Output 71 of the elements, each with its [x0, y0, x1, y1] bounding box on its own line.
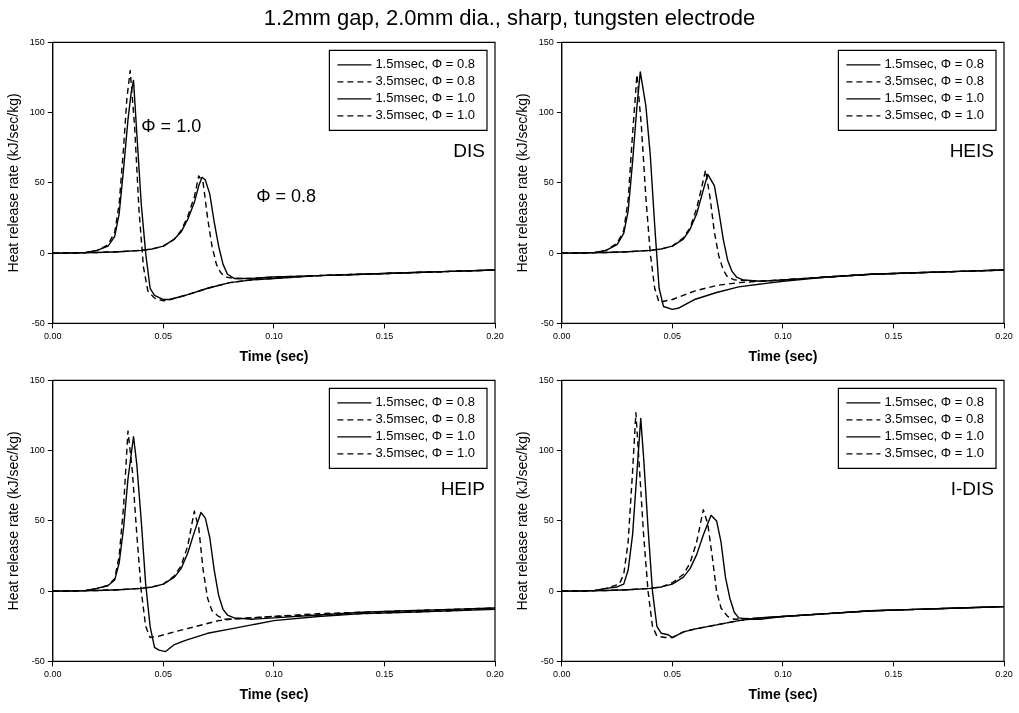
y-tick-label: 50 [543, 177, 554, 188]
y-tick-label: 50 [543, 515, 554, 526]
x-tick-label: 0.05 [154, 669, 173, 680]
y-axis-title: Heat release rate (kJ/sec/kg) [5, 431, 22, 611]
x-axis-title: Time (sec) [239, 348, 309, 365]
legend-label: 3.5msec, Φ = 0.8 [375, 73, 476, 89]
x-tick-label: 0.00 [44, 669, 62, 680]
y-tick-label: 150 [538, 374, 554, 385]
y-tick-label: 100 [538, 445, 554, 456]
y-tick-label: 0 [548, 585, 554, 596]
y-tick-label: 100 [29, 107, 45, 118]
y-tick-label: 50 [34, 177, 45, 188]
y-tick-label: -50 [540, 655, 554, 666]
x-axis-title: Time (sec) [239, 686, 309, 703]
x-tick-label: 0.20 [486, 331, 504, 342]
y-tick-label: 100 [29, 445, 45, 456]
legend-label: 1.5msec, Φ = 1.0 [884, 428, 985, 444]
chart-title: 1.2mm gap, 2.0mm dia., sharp, tungsten electrode [262, 4, 757, 32]
y-tick-label: 0 [548, 247, 554, 258]
x-axis-title: Time (sec) [748, 686, 818, 703]
legend-label: 3.5msec, Φ = 0.8 [884, 411, 985, 427]
y-axis-title: Heat release rate (kJ/sec/kg) [5, 93, 22, 273]
legend-label: 3.5msec, Φ = 1.0 [375, 107, 476, 123]
annotation: Φ = 0.8 [256, 185, 317, 206]
legend-label: 1.5msec, Φ = 1.0 [375, 90, 476, 106]
y-axis-title: Heat release rate (kJ/sec/kg) [514, 93, 531, 273]
x-tick-label: 0.05 [663, 331, 682, 342]
legend-label: 1.5msec, Φ = 1.0 [375, 428, 476, 444]
x-tick-label: 0.10 [265, 669, 283, 680]
x-tick-label: 0.10 [265, 331, 283, 342]
x-tick-label: 0.20 [486, 669, 504, 680]
x-axis-title: Time (sec) [748, 348, 818, 365]
legend-label: 3.5msec, Φ = 1.0 [375, 445, 476, 461]
x-tick-label: 0.15 [375, 331, 394, 342]
legend-label: 3.5msec, Φ = 0.8 [884, 73, 985, 89]
x-tick-label: 0.00 [553, 669, 571, 680]
x-tick-label: 0.10 [774, 669, 792, 680]
y-tick-label: 150 [29, 36, 45, 47]
y-tick-label: 150 [29, 374, 45, 385]
legend-label: 1.5msec, Φ = 0.8 [884, 56, 985, 72]
y-tick-label: 100 [538, 107, 554, 118]
legend-label: 3.5msec, Φ = 0.8 [375, 411, 476, 427]
annotation: HEIP [440, 478, 485, 500]
legend-label: 1.5msec, Φ = 0.8 [375, 394, 476, 410]
legend-label: 1.5msec, Φ = 1.0 [884, 90, 985, 106]
legend-label: 3.5msec, Φ = 1.0 [884, 445, 985, 461]
legend-label: 1.5msec, Φ = 0.8 [884, 394, 985, 410]
x-tick-label: 0.00 [553, 331, 571, 342]
annotation: I-DIS [950, 478, 994, 500]
y-tick-label: 50 [34, 515, 45, 526]
x-tick-label: 0.20 [995, 669, 1013, 680]
y-tick-label: 150 [538, 36, 554, 47]
x-tick-label: 0.05 [154, 331, 173, 342]
x-tick-label: 0.20 [995, 331, 1013, 342]
annotation: HEIS [949, 140, 994, 162]
legend-label: 1.5msec, Φ = 0.8 [375, 56, 476, 72]
x-tick-label: 0.00 [44, 331, 62, 342]
y-axis-title: Heat release rate (kJ/sec/kg) [514, 431, 531, 611]
x-tick-label: 0.15 [375, 669, 394, 680]
x-tick-label: 0.15 [884, 331, 903, 342]
x-tick-label: 0.15 [884, 669, 903, 680]
x-tick-label: 0.05 [663, 669, 682, 680]
annotation: Φ = 1.0 [141, 115, 202, 136]
y-tick-label: -50 [540, 317, 554, 328]
x-tick-label: 0.10 [774, 331, 792, 342]
y-tick-label: -50 [31, 655, 45, 666]
annotation: DIS [453, 140, 485, 162]
legend-label: 3.5msec, Φ = 1.0 [884, 107, 985, 123]
y-tick-label: 0 [39, 247, 45, 258]
y-tick-label: -50 [31, 317, 45, 328]
y-tick-label: 0 [39, 585, 45, 596]
